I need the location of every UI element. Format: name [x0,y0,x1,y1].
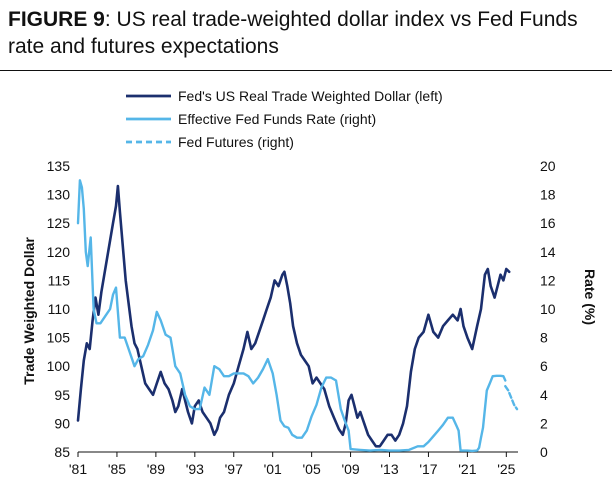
left-y-tick-label: 85 [54,444,70,460]
right-y-tick-label: 20 [540,158,556,174]
x-tick-label: '81 [69,461,87,477]
right-y-tick-label: 4 [540,387,548,403]
x-tick-label: '85 [108,461,126,477]
x-tick-label: '25 [497,461,515,477]
right-y-tick-label: 10 [540,301,556,317]
legend-label-2: Fed Futures (right) [178,134,294,150]
left-y-tick-label: 100 [47,358,71,374]
series-line-1 [76,179,507,453]
chart-legend: Fed's US Real Trade Weighted Dollar (lef… [126,88,443,150]
x-tick-label: '01 [264,461,282,477]
left-y-axis-label: Trade Weighted Dollar [21,237,37,385]
chart-axes: 85 90 95 100 105 110 115 120 125 130 135 0 2 4 6 8 10 12 1… [21,158,598,477]
x-tick-label: '89 [147,461,165,477]
x-tick-label: '97 [225,461,243,477]
x-tick-label: '93 [186,461,204,477]
right-y-tick-label: 12 [540,272,556,288]
x-tick-label: '05 [303,461,321,477]
left-y-tick-label: 90 [54,415,70,431]
right-y-tick-label: 2 [540,415,548,431]
right-y-tick-label: 14 [540,244,556,260]
left-y-tick-label: 125 [47,215,71,231]
legend-label-1: Effective Fed Funds Rate (right) [178,111,376,127]
right-y-tick-label: 8 [540,330,548,346]
chart-series [76,179,519,453]
right-y-tick-label: 18 [540,187,556,203]
x-tick-label: '17 [419,461,437,477]
left-y-tick-label: 95 [54,387,70,403]
x-tick-label: '21 [458,461,476,477]
left-y-tick-label: 130 [47,187,71,203]
x-tick-label: '13 [380,461,398,477]
figure-title-text: : US real trade-weighted dollar index vs… [8,8,578,58]
x-tick-label: '09 [341,461,359,477]
figure-title: FIGURE 9: US real trade-weighted dollar … [8,6,604,60]
left-y-tick-label: 110 [48,301,71,317]
right-y-tick-label: 0 [540,444,548,460]
left-y-tick-label: 105 [47,330,71,346]
right-y-tick-label: 6 [540,358,548,374]
title-divider [0,70,612,71]
right-y-axis-label: Rate (%) [582,269,598,325]
series-line-0 [76,184,511,448]
figure-label: FIGURE 9 [8,8,105,31]
right-y-tick-label: 16 [540,215,556,231]
left-y-tick-label: 115 [48,272,71,288]
series-line-2 [504,385,519,411]
left-y-tick-label: 120 [47,244,71,260]
left-y-tick-label: 135 [47,158,71,174]
legend-label-0: Fed's US Real Trade Weighted Dollar (lef… [178,88,443,104]
